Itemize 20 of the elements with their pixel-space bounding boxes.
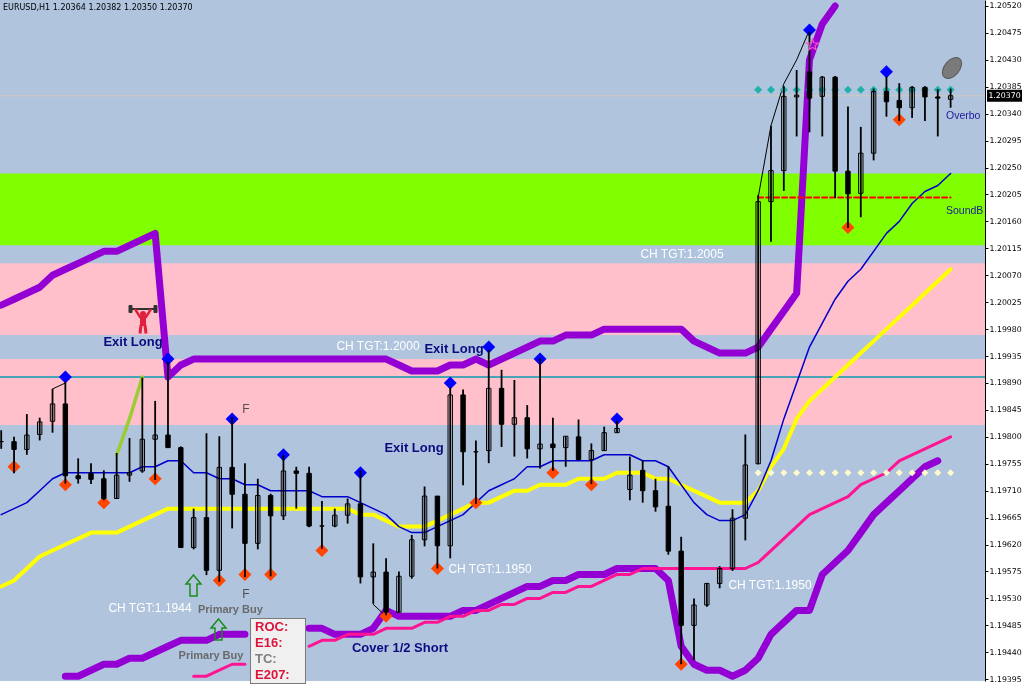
annotation: SoundB [946, 204, 984, 216]
annotation: Overbo [946, 109, 981, 121]
annotation: TC: [255, 651, 278, 667]
annotation: ROC: [255, 619, 290, 635]
annotation: E207: [255, 667, 291, 683]
annotation: F [242, 402, 250, 416]
annotation: E16: [255, 635, 284, 651]
annotation: Exit Long [424, 341, 484, 356]
annotation: Cover 1/2 Short [351, 640, 449, 655]
annotation: CH TGT:1.1944 [108, 601, 192, 615]
chart-title: EURUSD,H1 1.20364 1.20382 1.20350 1.20370 [3, 3, 193, 12]
annotation: Primary Buy [178, 649, 245, 661]
annotation: Exit Long [384, 440, 444, 455]
annotation: CH TGT:1.1950 [728, 578, 812, 592]
annotation: CH TGT:1.1950 [448, 562, 532, 576]
annotation: CH TGT:1.2000 [336, 339, 420, 353]
annotation: CH TGT:1.2005 [640, 247, 724, 261]
annotation: Primary Buy [198, 603, 264, 615]
annotation: F [242, 587, 250, 601]
annotation: Exit Long [103, 334, 163, 349]
